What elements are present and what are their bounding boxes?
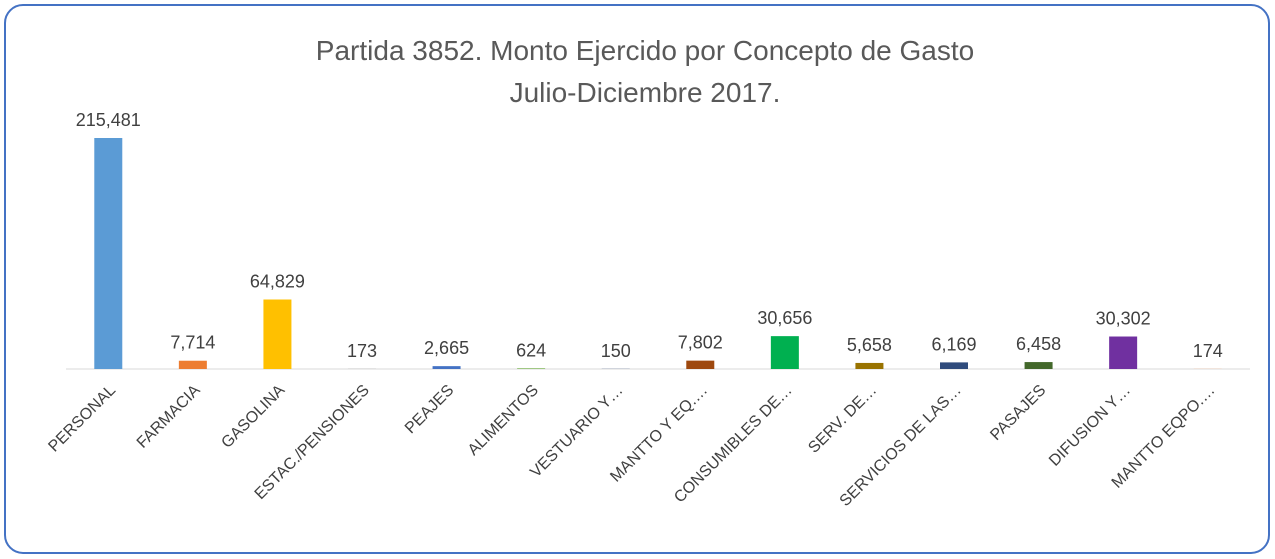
chart-frame — [4, 4, 1270, 554]
data-label: 174 — [1193, 341, 1223, 361]
bar — [770, 336, 799, 369]
data-label: 5,658 — [847, 335, 892, 355]
data-label: 215,481 — [76, 110, 141, 130]
data-label: 30,302 — [1096, 309, 1151, 329]
bar — [1024, 362, 1053, 369]
chart-title: Julio-Diciembre 2017. — [510, 77, 781, 108]
bar — [432, 366, 461, 369]
data-label: 7,714 — [170, 333, 215, 353]
bar — [517, 368, 546, 369]
bar — [686, 360, 715, 369]
data-label: 150 — [601, 341, 631, 361]
data-label: 173 — [347, 341, 377, 361]
bar — [263, 299, 292, 369]
chart-title: Partida 3852. Monto Ejercido por Concept… — [316, 35, 974, 66]
data-label: 2,665 — [424, 338, 469, 358]
bar — [855, 362, 884, 369]
bar — [1109, 336, 1138, 369]
data-label: 64,829 — [250, 272, 305, 292]
bar — [940, 362, 968, 369]
data-label: 7,802 — [678, 333, 723, 353]
bar — [94, 138, 123, 369]
data-label: 624 — [516, 340, 546, 360]
data-label: 30,656 — [757, 308, 812, 328]
bar — [178, 360, 207, 369]
data-label: 6,458 — [1016, 334, 1061, 354]
data-label: 6,169 — [931, 334, 976, 354]
